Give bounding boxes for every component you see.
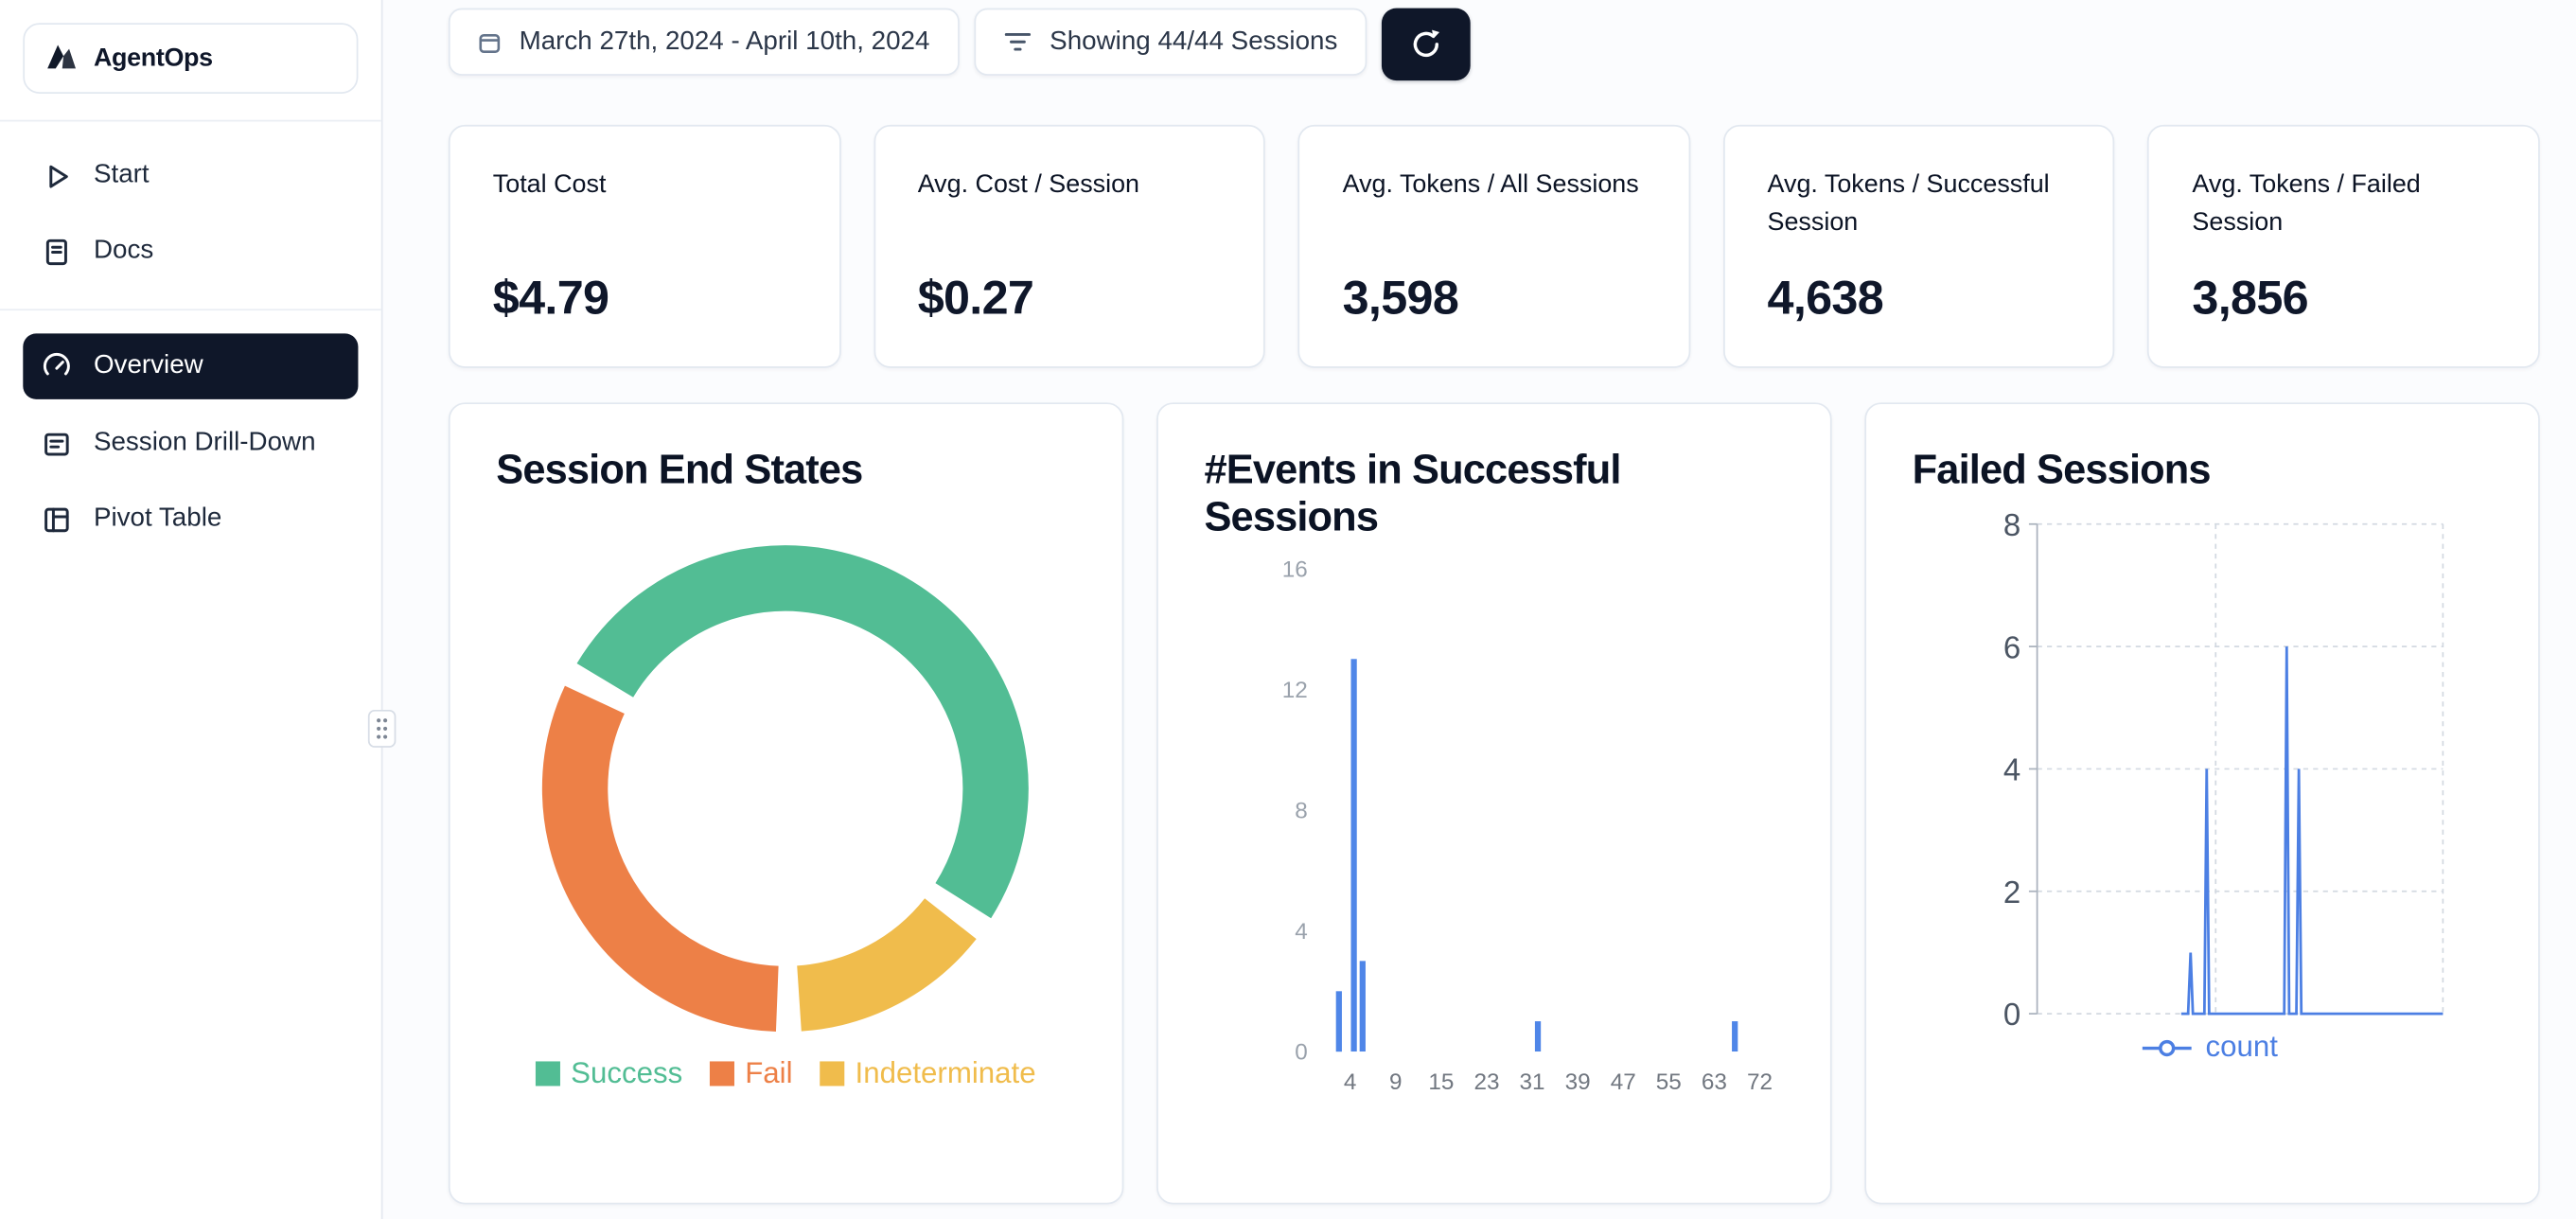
stat-title: Avg. Tokens / All Sessions (1342, 170, 1639, 200)
sidebar: AgentOps Start Docs Overview (0, 0, 383, 1219)
app-logo[interactable]: AgentOps (23, 23, 359, 94)
refresh-button[interactable] (1382, 8, 1471, 81)
stat-value: $4.79 (492, 273, 609, 326)
svg-text:23: 23 (1473, 1069, 1499, 1095)
gauge-icon (43, 352, 70, 375)
session-list-icon (44, 432, 69, 455)
count-legend-label: count (2205, 1030, 2278, 1064)
svg-text:4: 4 (1344, 1069, 1357, 1095)
events-bar-chart[interactable]: 0 4 8 12 16 4 9 15 23 31 39 47 55 63 72 (1204, 549, 1789, 1116)
sidebar-item-label: Start (93, 161, 150, 189)
sessions-filter-label: Showing 44/44 Sessions (1050, 26, 1338, 56)
svg-text:6: 6 (2003, 629, 2020, 664)
date-range-label: March 27th, 2024 - April 10th, 2024 (519, 26, 930, 56)
stat-title: Avg. Tokens / Failed Session (2192, 170, 2421, 238)
stat-card-avg-tokens-failed: Avg. Tokens / Failed Session 3,856 (2147, 124, 2540, 368)
svg-text:16: 16 (1282, 556, 1308, 582)
refresh-icon (1413, 29, 1440, 58)
grip-dots-icon (377, 718, 388, 739)
session-end-states-donut-chart[interactable] (496, 531, 1076, 1040)
sidebar-divider (0, 309, 381, 311)
donut-legend: Success Fail Indeterminate (496, 1056, 1076, 1090)
legend-item-success[interactable]: Success (536, 1056, 683, 1090)
events-successful-sessions-card: #Events in Successful Sessions 0 4 8 12 16 4 9… (1156, 402, 1832, 1205)
pivot-table-icon (44, 506, 69, 532)
stat-title: Avg. Cost / Session (917, 170, 1140, 200)
svg-text:8: 8 (2003, 507, 2020, 542)
svg-text:63: 63 (1702, 1069, 1727, 1095)
legend-item-indeterminate[interactable]: Indeterminate (820, 1056, 1036, 1090)
date-range-button[interactable]: March 27th, 2024 - April 10th, 2024 (448, 8, 960, 76)
stat-title: Total Cost (492, 170, 607, 200)
stat-card-avg-cost-session: Avg. Cost / Session $0.27 (873, 124, 1266, 368)
calendar-icon (479, 33, 501, 53)
legend-label: Success (571, 1056, 683, 1089)
sidebar-item-label: Overview (93, 351, 203, 380)
charts-row: Session End States Success Fail Indeterm… (448, 402, 2540, 1205)
sidebar-divider (0, 119, 381, 122)
legend-label: Indeterminate (855, 1056, 1036, 1089)
main-content: March 27th, 2024 - April 10th, 2024 Show… (382, 0, 2576, 1219)
failed-sessions-line-chart[interactable]: 0 2 4 6 8 (1913, 504, 2499, 1027)
svg-text:15: 15 (1428, 1069, 1454, 1095)
stat-cards-row: Total Cost $4.79 Avg. Cost / Session $0.… (448, 124, 2540, 368)
sessions-filter-button[interactable]: Showing 44/44 Sessions (974, 8, 1367, 76)
session-end-states-card: Session End States Success Fail Indeterm… (448, 402, 1124, 1205)
agentops-logo-icon (47, 44, 77, 69)
sidebar-item-label: Session Drill-Down (93, 429, 316, 457)
stat-value: 4,638 (1767, 273, 1884, 326)
svg-text:39: 39 (1565, 1069, 1591, 1095)
svg-text:55: 55 (1656, 1069, 1682, 1095)
legend-item-fail[interactable]: Fail (710, 1056, 793, 1090)
stat-value: 3,598 (1342, 273, 1459, 326)
app-name: AgentOps (93, 44, 213, 72)
sidebar-item-label: Pivot Table (93, 504, 222, 533)
svg-text:0: 0 (2003, 997, 2020, 1027)
svg-text:72: 72 (1747, 1069, 1773, 1095)
sidebar-item-start[interactable]: Start (23, 145, 358, 207)
filter-icon (1004, 32, 1031, 51)
svg-text:31: 31 (1520, 1069, 1545, 1095)
sidebar-item-pivot-table[interactable]: Pivot Table (23, 488, 358, 551)
stat-card-avg-tokens-all: Avg. Tokens / All Sessions 3,598 (1297, 124, 1690, 368)
stat-title: Avg. Tokens / Successful Session (1767, 170, 2050, 238)
svg-text:9: 9 (1389, 1069, 1403, 1095)
docs-icon (45, 238, 67, 265)
stat-card-avg-tokens-successful: Avg. Tokens / Successful Session 4,638 (1722, 124, 2115, 368)
legend-label: Fail (745, 1056, 793, 1089)
sidebar-item-docs[interactable]: Docs (23, 221, 358, 283)
sidebar-item-label: Docs (93, 236, 154, 265)
indeterminate-swatch (820, 1061, 846, 1086)
success-swatch (536, 1061, 561, 1086)
stat-card-total-cost: Total Cost $4.79 (448, 124, 841, 368)
svg-text:8: 8 (1295, 799, 1308, 824)
chart-title: #Events in Successful Sessions (1204, 447, 1621, 541)
svg-text:47: 47 (1611, 1069, 1636, 1095)
failed-sessions-card: Failed Sessions 0 2 4 6 8 count (1864, 402, 2540, 1205)
svg-text:0: 0 (1295, 1040, 1308, 1066)
svg-text:2: 2 (2003, 874, 2020, 910)
sidebar-item-session-drill-down[interactable]: Session Drill-Down (23, 413, 358, 475)
sidebar-item-overview[interactable]: Overview (23, 333, 359, 399)
fail-swatch (710, 1061, 735, 1086)
svg-text:12: 12 (1282, 678, 1308, 703)
stat-value: 3,856 (2192, 273, 2308, 326)
sidebar-resize-handle[interactable] (367, 709, 397, 748)
play-icon (49, 164, 68, 187)
count-legend[interactable]: count (1929, 1030, 2492, 1064)
chart-title: Failed Sessions (1912, 447, 2212, 493)
svg-text:4: 4 (2003, 752, 2020, 787)
svg-text:4: 4 (1295, 919, 1308, 945)
stat-value: $0.27 (917, 273, 1034, 326)
count-legend-marker-icon (2143, 1039, 2193, 1056)
chart-title: Session End States (496, 447, 863, 493)
toolbar: March 27th, 2024 - April 10th, 2024 Show… (448, 8, 2540, 81)
